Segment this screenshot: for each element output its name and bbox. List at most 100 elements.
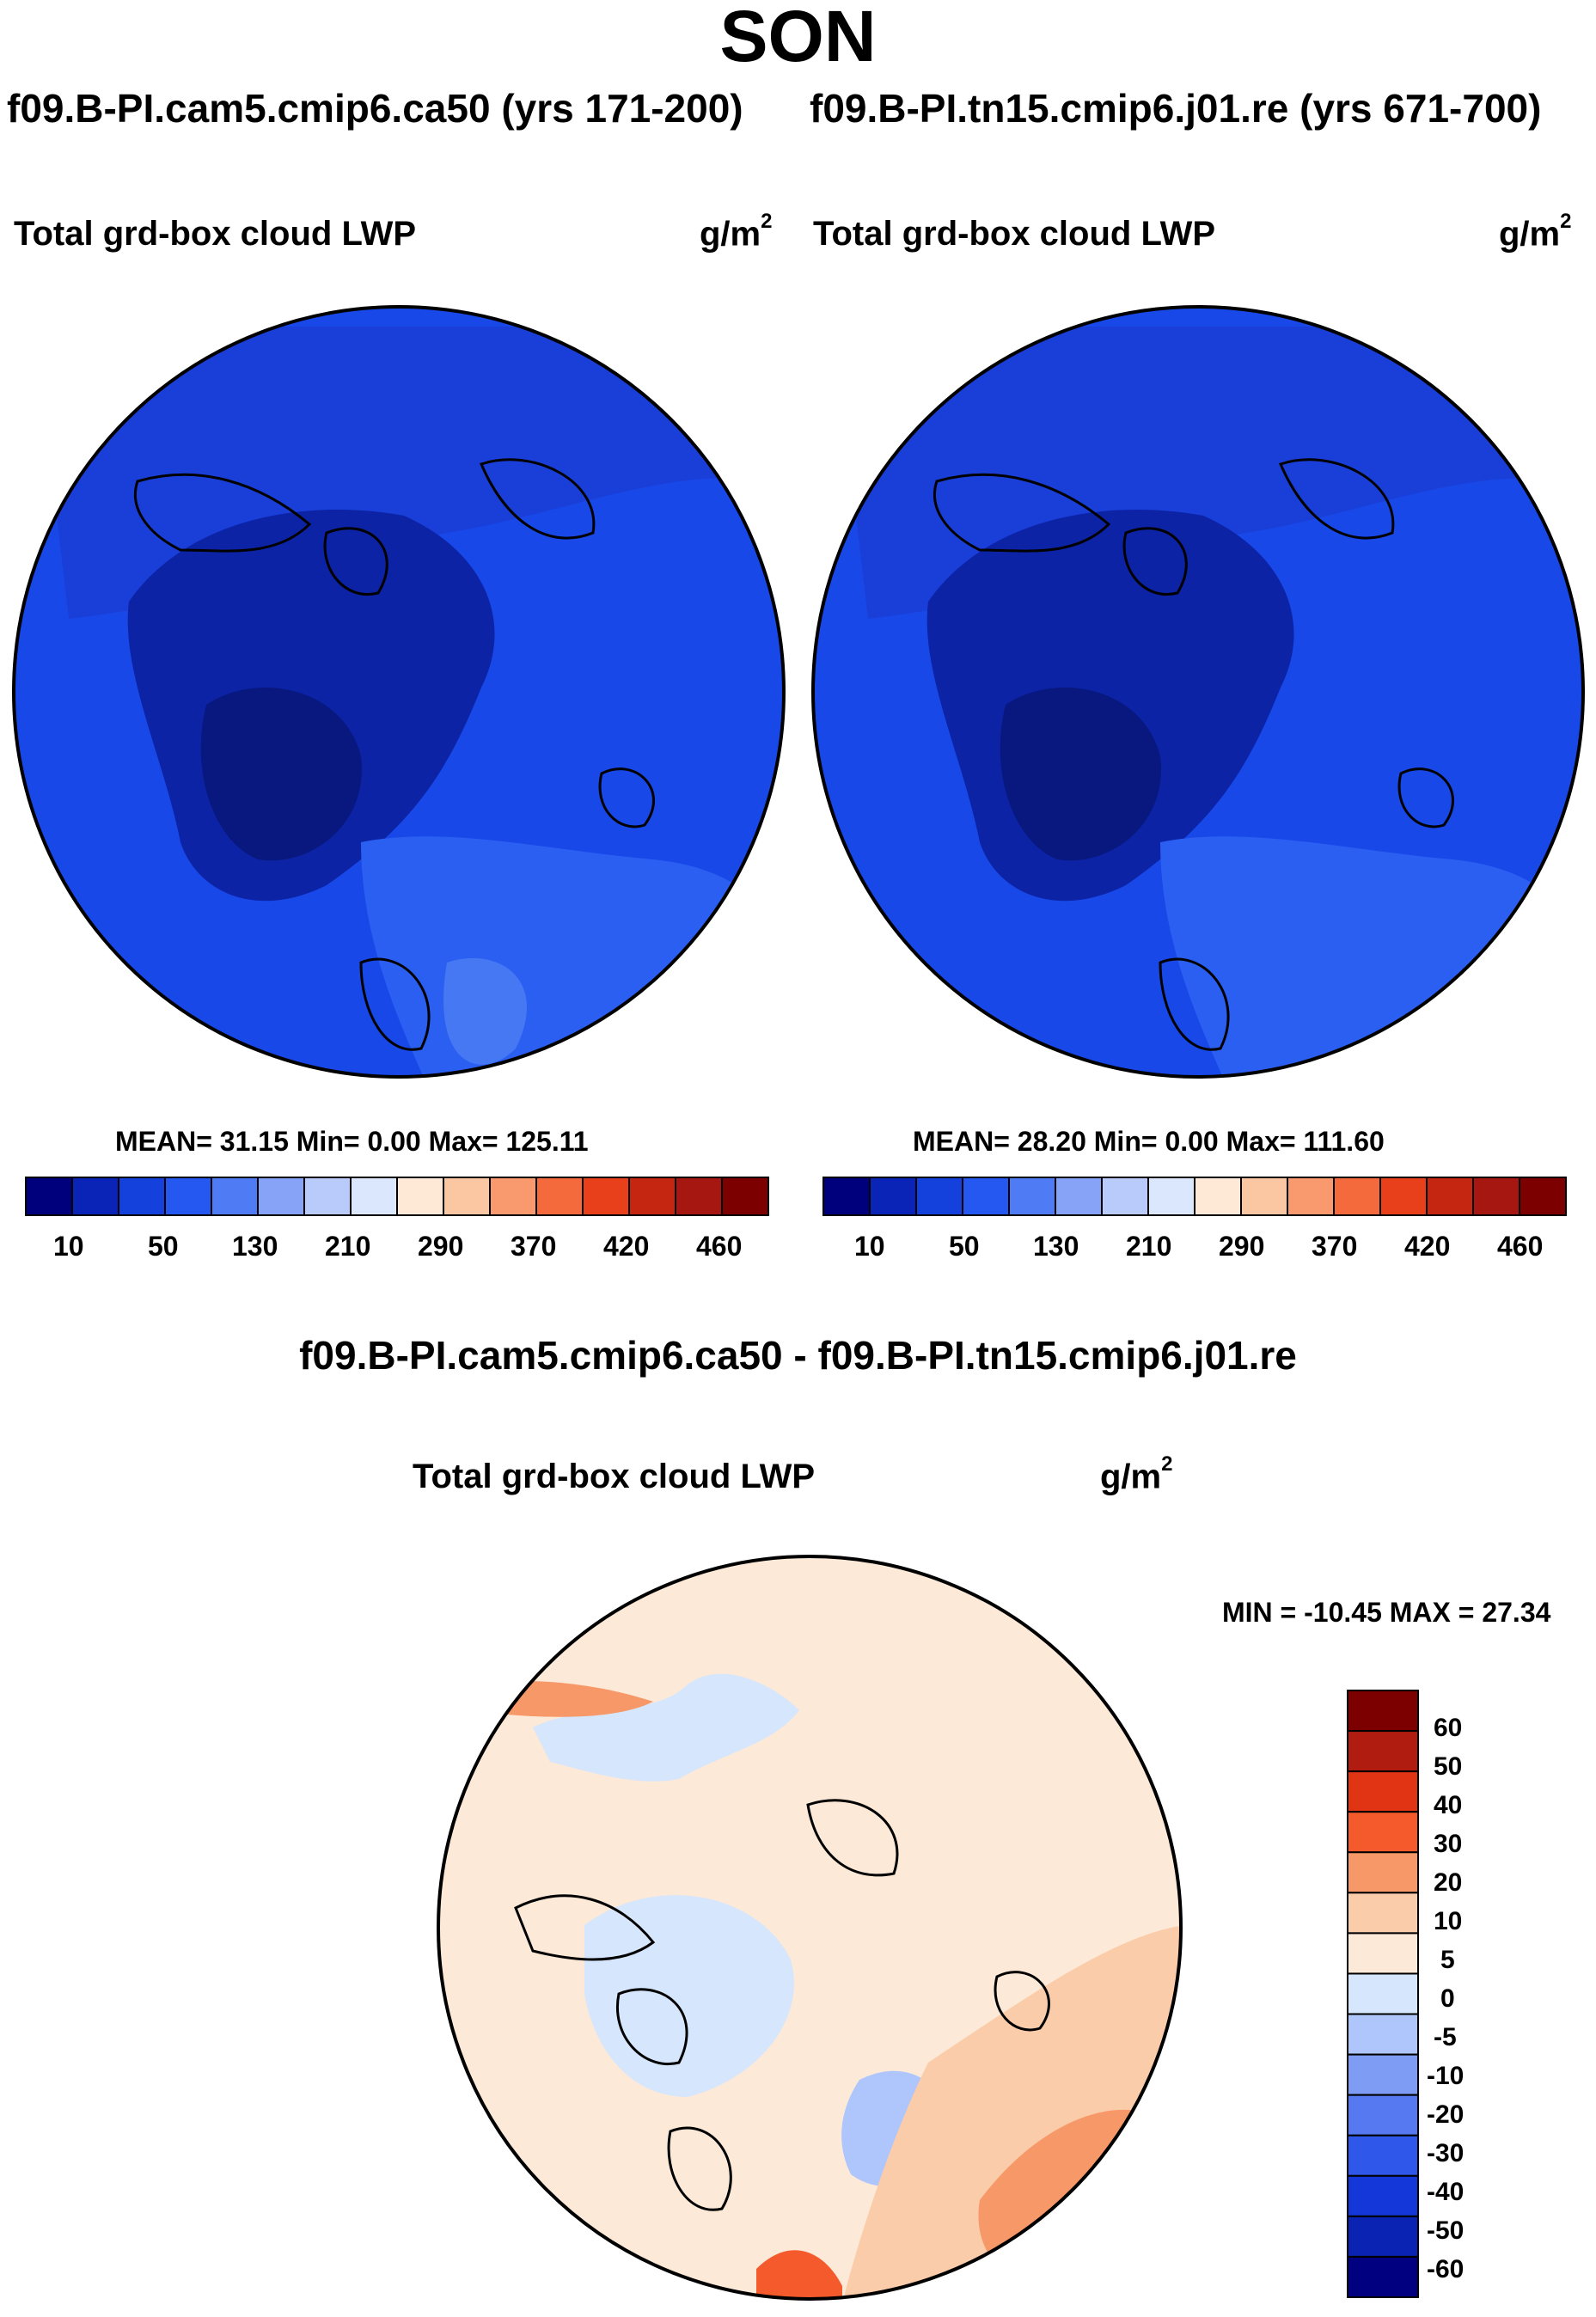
difference-colorbar-tick: -20 <box>1427 2100 1465 2129</box>
colorbar-swatch <box>350 1177 398 1216</box>
left-colorbar-tick: 10 <box>53 1231 84 1262</box>
difference-colorbar-tick: 0 <box>1440 1984 1455 2013</box>
colorbar-swatch <box>1287 1177 1335 1216</box>
colorbar-swatch <box>1347 1892 1419 1935</box>
colorbar-swatch <box>164 1177 212 1216</box>
right-colorbar-tick: 130 <box>1033 1231 1079 1262</box>
colorbar-swatch <box>1426 1177 1474 1216</box>
colorbar-swatch <box>1472 1177 1520 1216</box>
field-region-max <box>1000 688 1161 861</box>
right-colorbar-tick: 10 <box>854 1231 885 1262</box>
colorbar-swatch <box>1347 2094 1419 2137</box>
right-panel-stats: MEAN= 28.20 Min= 0.00 Max= 111.60 <box>913 1126 1385 1157</box>
left-case-label: f09.B-PI.cam5.cmip6.ca50 (yrs 171-200) <box>7 86 743 131</box>
difference-colorbar-tick: -60 <box>1427 2255 1465 2283</box>
field-region-max <box>200 688 362 861</box>
colorbar-swatch <box>915 1177 963 1216</box>
colorbar-swatch <box>1347 1932 1419 1975</box>
colorbar-swatch <box>822 1177 871 1216</box>
colorbar-swatch <box>535 1177 584 1216</box>
difference-colorbar-tick: -30 <box>1427 2139 1465 2167</box>
colorbar-swatch <box>1347 2053 1419 2096</box>
left-colorbar-tick: 50 <box>148 1231 179 1262</box>
difference-colorbar <box>1347 1690 1419 2299</box>
colorbar-swatch <box>1519 1177 1567 1216</box>
colorbar-swatch <box>211 1177 259 1216</box>
difference-colorbar-tick: -10 <box>1427 2062 1465 2090</box>
colorbar-swatch <box>71 1177 119 1216</box>
difference-panel-units: g/m2 <box>1100 1452 1173 1496</box>
colorbar-swatch <box>396 1177 444 1216</box>
colorbar-swatch <box>118 1177 166 1216</box>
field-region-low <box>361 836 775 1077</box>
colorbar-swatch <box>675 1177 723 1216</box>
difference-colorbar-tick: 20 <box>1434 1868 1463 1897</box>
colorbar-swatch <box>443 1177 491 1216</box>
right-colorbar-tick: 420 <box>1404 1231 1451 1262</box>
field-region-negative <box>584 1895 794 2097</box>
colorbar-swatch <box>1347 1851 1419 1894</box>
difference-panel-title: Total grd-box cloud LWP <box>413 1458 816 1495</box>
left-colorbar-tick: 130 <box>232 1231 278 1262</box>
field-region-lowest <box>443 957 527 1065</box>
colorbar-swatch <box>1333 1177 1381 1216</box>
left-colorbar-tick: 460 <box>696 1231 743 1262</box>
colorbar-swatch <box>1347 2134 1419 2177</box>
colorbar-swatch <box>869 1177 917 1216</box>
colorbar-swatch <box>489 1177 537 1216</box>
right-panel-title: Total grd-box cloud LWP <box>813 215 1216 253</box>
colorbar-swatch <box>1347 2255 1419 2299</box>
colorbar-swatch <box>303 1177 352 1216</box>
colorbar-swatch <box>1347 1690 1419 1733</box>
coastlines <box>133 458 596 1051</box>
left-panel-stats: MEAN= 31.15 Min= 0.00 Max= 125.11 <box>115 1126 589 1157</box>
colorbar-swatch <box>1147 1177 1195 1216</box>
colorbar-swatch <box>721 1177 769 1216</box>
colorbar-swatch <box>1055 1177 1103 1216</box>
left-polar-map <box>12 305 786 1079</box>
colorbar-swatch <box>1347 1972 1419 2015</box>
right-colorbar-tick: 290 <box>1219 1231 1265 1262</box>
colorbar-swatch <box>1347 2013 1419 2056</box>
difference-colorbar-tick: -5 <box>1434 2023 1457 2051</box>
right-case-label: f09.B-PI.tn15.cmip6.j01.re (yrs 671-700) <box>810 86 1542 131</box>
field-region-low <box>1160 836 1575 1077</box>
colorbar-swatch <box>1347 2215 1419 2258</box>
map-background-fill <box>438 1556 1181 2299</box>
right-colorbar <box>822 1177 1567 1216</box>
right-panel-units: g/m2 <box>1499 210 1572 254</box>
difference-colorbar-tick: 10 <box>1434 1907 1463 1935</box>
colorbar-swatch <box>1194 1177 1242 1216</box>
difference-colorbar-tick: 40 <box>1434 1791 1463 1819</box>
coastlines-detail <box>323 527 655 828</box>
field-region-negative <box>533 1673 799 1782</box>
colorbar-swatch <box>628 1177 676 1216</box>
colorbar-swatch <box>962 1177 1010 1216</box>
colorbar-swatch <box>582 1177 630 1216</box>
difference-colorbar-tick: 5 <box>1440 1946 1455 1974</box>
colorbar-swatch <box>1347 2174 1419 2217</box>
right-colorbar-tick: 210 <box>1126 1231 1172 1262</box>
difference-colorbar-tick: 60 <box>1434 1714 1463 1742</box>
left-colorbar <box>25 1177 769 1216</box>
colorbar-swatch <box>1240 1177 1288 1216</box>
left-colorbar-tick: 370 <box>511 1231 557 1262</box>
right-colorbar-tick: 460 <box>1497 1231 1544 1262</box>
right-colorbar-tick: 370 <box>1312 1231 1358 1262</box>
map-border <box>437 1555 1183 2301</box>
coastlines-detail <box>616 1971 1050 2065</box>
right-polar-map <box>811 305 1585 1079</box>
colorbar-swatch <box>1347 1811 1419 1854</box>
difference-colorbar-tick: -50 <box>1427 2216 1465 2245</box>
colorbar-swatch <box>25 1177 73 1216</box>
left-panel-title: Total grd-box cloud LWP <box>14 215 417 253</box>
map-border <box>811 305 1585 1079</box>
colorbar-swatch <box>1101 1177 1149 1216</box>
left-colorbar-tick: 290 <box>418 1231 464 1262</box>
difference-polar-map <box>437 1555 1183 2301</box>
right-colorbar-tick: 50 <box>949 1231 980 1262</box>
difference-panel-stats: MIN = -10.45 MAX = 27.34 <box>1222 1597 1551 1628</box>
coastlines-detail <box>1122 527 1454 828</box>
colorbar-swatch <box>257 1177 305 1216</box>
